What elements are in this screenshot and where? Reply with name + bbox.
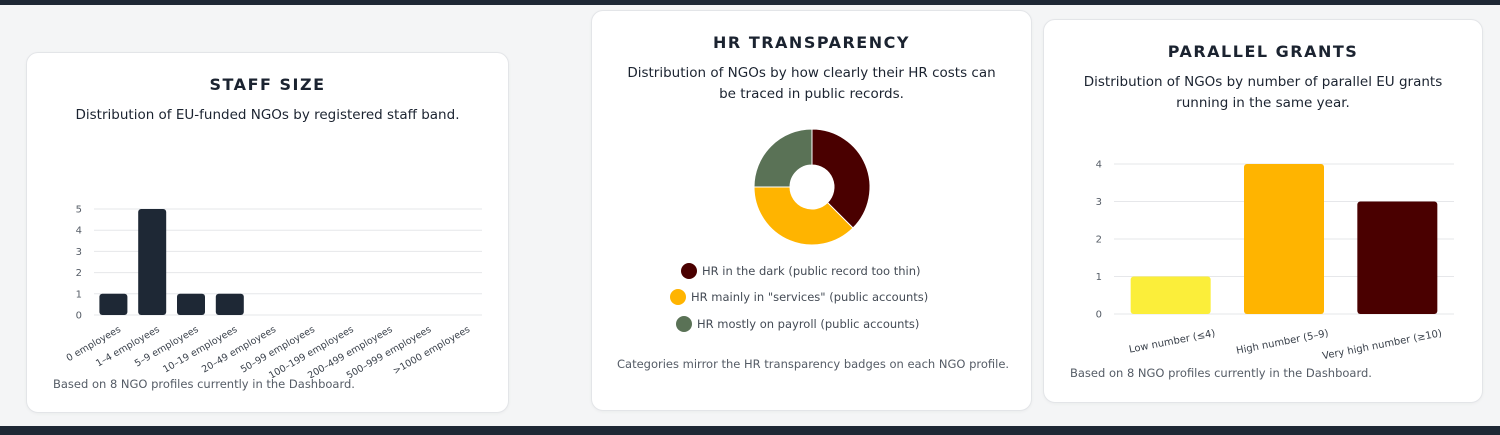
legend-item-hr-dark: HR in the dark (public record too thin) [681,263,921,279]
x-tick-label: Low number (≤4) [1128,328,1216,356]
bar [1244,164,1324,314]
y-tick-label: 5 [76,205,82,216]
legend-label-hr-services: HR mainly in "services" (public accounts… [691,290,929,304]
hr-transparency-subtitle: Distribution of NGOs by how clearly thei… [627,65,996,102]
hr-transparency-title: HR TRANSPARENCY [713,33,910,52]
staff-size-card: STAFF SIZE Distribution of EU-funded NGO… [26,52,509,413]
hr-transparency-card: HR TRANSPARENCY Distribution of NGOs by … [591,10,1032,411]
y-tick-label: 2 [1096,235,1102,246]
legend-dot-hr-dark [681,263,697,279]
y-tick-label: 2 [76,268,82,279]
staff-size-note: Based on 8 NGO profiles currently in the… [53,377,355,391]
donut-slice [753,186,854,246]
y-tick-label: 3 [76,247,82,258]
legend-item-hr-services: HR mainly in "services" (public accounts… [670,289,928,305]
bar [99,293,128,315]
y-tick-label: 4 [1096,160,1102,171]
y-tick-label: 0 [1096,310,1102,321]
legend-dot-hr-services [670,289,686,305]
y-tick-label: 0 [76,311,82,322]
bottom-bar [0,426,1500,435]
legend-item-hr-payroll: HR mostly on payroll (public accounts) [676,316,919,332]
bar [1130,276,1211,314]
parallel-grants-title: PARALLEL GRANTS [1167,42,1359,61]
donut-slice [811,128,871,229]
bar [215,293,244,315]
y-tick-label: 4 [76,226,82,237]
bar [1357,201,1438,314]
bar [138,209,167,315]
legend-dot-hr-payroll [676,316,692,332]
y-tick-label: 3 [1096,197,1102,208]
legend-label-hr-payroll: HR mostly on payroll (public accounts) [697,317,920,331]
parallel-grants-subtitle: Distribution of NGOs by number of parall… [1083,74,1443,111]
hr-transparency-donut [753,128,871,246]
legend-label-hr-dark: HR in the dark (public record too thin) [702,264,921,278]
donut-slice [753,128,813,188]
y-tick-label: 1 [76,289,82,300]
parallel-grants-chart: 0 1 2 3 4 Low number (≤4) High number (5–9)Ver… [1096,160,1454,362]
top-bar [0,0,1500,5]
parallel-grants-card: PARALLEL GRANTS Distribution of NGOs by … [1043,19,1483,403]
staff-size-title: STAFF SIZE [209,75,326,94]
hr-transparency-note: Categories mirror the HR transparency ba… [617,357,1010,371]
parallel-grants-note: Based on 8 NGO profiles currently in the… [1070,366,1372,380]
y-tick-label: 1 [1096,272,1102,283]
x-tick-label: High number (5–9) [1235,328,1329,357]
x-tick-label: Very high number (≥10) [1322,328,1443,362]
bar [177,293,205,315]
staff-size-subtitle: Distribution of EU-funded NGOs by regist… [75,107,460,123]
